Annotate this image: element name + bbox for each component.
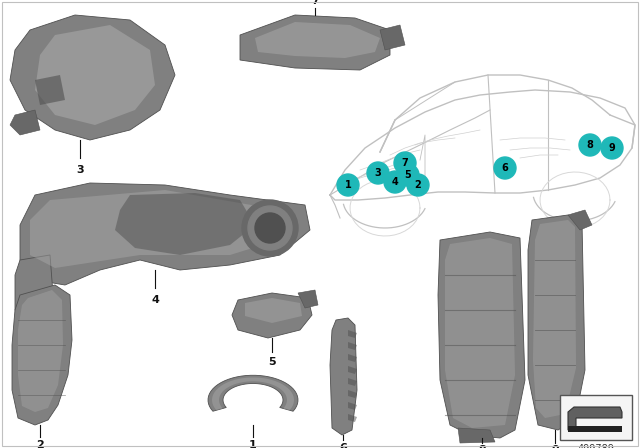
Text: 6: 6 (339, 443, 347, 448)
Text: 6: 6 (502, 163, 508, 173)
Polygon shape (348, 330, 357, 338)
Polygon shape (30, 190, 285, 268)
Circle shape (494, 157, 516, 179)
Polygon shape (348, 354, 357, 362)
Circle shape (384, 171, 406, 193)
Polygon shape (348, 378, 357, 386)
Polygon shape (240, 15, 390, 70)
Text: 1: 1 (344, 180, 351, 190)
Text: 5: 5 (404, 170, 412, 180)
Text: 2: 2 (415, 180, 421, 190)
Text: 9: 9 (609, 143, 616, 153)
Polygon shape (35, 75, 65, 105)
Circle shape (367, 162, 389, 184)
Polygon shape (12, 285, 72, 425)
Text: 8: 8 (587, 140, 593, 150)
Polygon shape (568, 407, 622, 430)
Polygon shape (232, 293, 312, 338)
Polygon shape (212, 378, 294, 410)
Polygon shape (458, 428, 495, 443)
Text: 4: 4 (392, 177, 398, 187)
Circle shape (601, 137, 623, 159)
Circle shape (242, 200, 298, 256)
Polygon shape (528, 215, 585, 430)
Circle shape (579, 134, 601, 156)
Polygon shape (330, 318, 357, 435)
Polygon shape (208, 375, 298, 411)
Bar (560, 395, 632, 440)
Circle shape (407, 174, 429, 196)
Text: 2: 2 (36, 440, 44, 448)
Polygon shape (245, 298, 302, 323)
Polygon shape (348, 366, 357, 374)
Polygon shape (298, 290, 318, 308)
Text: 4: 4 (151, 295, 159, 305)
Polygon shape (348, 390, 357, 398)
Text: 3: 3 (374, 168, 381, 178)
Polygon shape (20, 183, 310, 285)
Text: 8: 8 (478, 445, 486, 448)
Text: 9: 9 (551, 445, 559, 448)
Polygon shape (10, 110, 40, 135)
Circle shape (394, 152, 416, 174)
Polygon shape (445, 238, 515, 428)
Polygon shape (255, 22, 380, 58)
Polygon shape (348, 342, 357, 350)
Polygon shape (35, 25, 155, 125)
Polygon shape (533, 220, 576, 418)
Polygon shape (380, 25, 405, 50)
Polygon shape (438, 232, 525, 438)
Polygon shape (10, 15, 175, 140)
Polygon shape (15, 255, 55, 330)
Text: 1: 1 (249, 440, 257, 448)
Text: 3: 3 (76, 165, 84, 175)
Bar (568, 426, 622, 432)
Circle shape (337, 174, 359, 196)
Polygon shape (18, 290, 63, 412)
Text: 7: 7 (402, 158, 408, 168)
Circle shape (255, 213, 285, 243)
Text: 499789: 499789 (577, 444, 614, 448)
Text: 7: 7 (311, 0, 319, 6)
Polygon shape (348, 414, 357, 422)
Text: 5: 5 (268, 357, 276, 367)
Circle shape (397, 164, 419, 186)
Polygon shape (568, 210, 592, 230)
Circle shape (248, 206, 292, 250)
Polygon shape (348, 402, 357, 410)
Polygon shape (115, 193, 255, 255)
